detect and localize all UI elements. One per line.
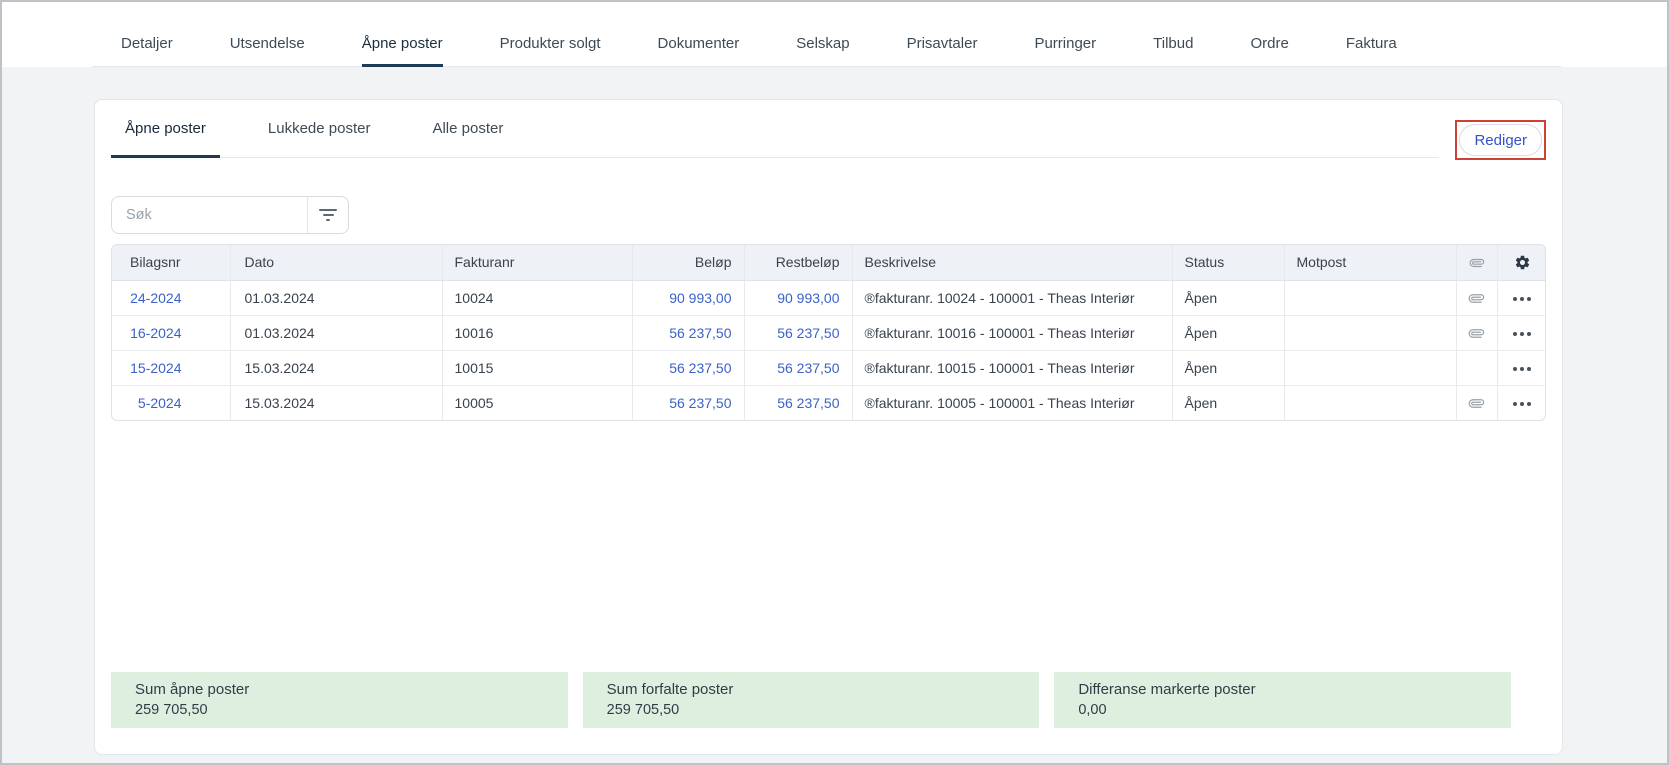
cell-fakturanr: 10016 [441, 314, 632, 350]
paperclip-icon[interactable] [1466, 323, 1487, 344]
table-row: 24-2024 01.03.2024 10024 90 993,00 90 99… [112, 280, 1545, 315]
tab-apne-poster[interactable]: Åpne poster [361, 35, 443, 67]
page-tabs: Detaljer Utsendelse Åpne poster Produkte… [92, 2, 1561, 67]
restbelop-link[interactable]: 56 237,50 [777, 324, 840, 341]
table-header-row: Bilagsnr Dato Fakturanr Beløp Restbeløp … [112, 245, 1545, 281]
cell-status: Åpen [1171, 314, 1284, 350]
tab-selskap[interactable]: Selskap [796, 35, 850, 52]
rediger-button[interactable]: Rediger [1459, 124, 1542, 156]
col-header-bilagsnr: Bilagsnr [112, 245, 230, 281]
summary-value: 259 705,50 [135, 702, 208, 718]
bilagsnr-link[interactable]: 16-2024 [130, 324, 182, 341]
filter-button[interactable] [307, 197, 348, 233]
belop-link[interactable]: 90 993,00 [669, 289, 732, 306]
summary-difference-marked: Differanse markerte poster 0,00 [1054, 672, 1512, 728]
belop-link[interactable]: 56 237,50 [669, 324, 732, 341]
table-row: 15-2024 15.03.2024 10015 56 237,50 56 23… [112, 349, 1545, 385]
row-menu-icon[interactable] [1513, 296, 1532, 301]
cell-fakturanr: 10024 [441, 280, 632, 315]
top-tab-bar: Detaljer Utsendelse Åpne poster Produkte… [2, 2, 1667, 67]
bilagsnr-link[interactable]: 5-2024 [137, 394, 182, 411]
subtab-lukkede-poster[interactable]: Lukkede poster [267, 120, 371, 137]
subtab-row: Åpne poster Lukkede poster Alle poster R… [111, 100, 1546, 160]
summary-value: 0,00 [1078, 702, 1107, 718]
cell-motpost [1283, 384, 1456, 420]
open-items-card: Åpne poster Lukkede poster Alle poster R… [94, 99, 1563, 755]
cell-dato: 15.03.2024 [229, 349, 442, 385]
bilagsnr-link[interactable]: 24-2024 [130, 289, 182, 306]
tab-tilbud[interactable]: Tilbud [1153, 35, 1194, 52]
summary-label: Sum åpne poster [135, 681, 250, 698]
col-header-settings [1496, 245, 1545, 281]
cell-status: Åpen [1171, 349, 1284, 385]
col-header-restbelop: Restbeløp [743, 245, 852, 281]
cell-status: Åpen [1171, 280, 1284, 315]
open-items-table: Bilagsnr Dato Fakturanr Beløp Restbeløp … [111, 244, 1546, 421]
summary-label: Sum forfalte poster [606, 681, 734, 698]
tab-produkter-solgt[interactable]: Produkter solgt [499, 35, 601, 52]
row-menu-icon[interactable] [1513, 331, 1532, 336]
summary-value: 259 705,50 [606, 702, 680, 718]
col-header-status: Status [1171, 245, 1284, 281]
paperclip-icon[interactable] [1466, 393, 1487, 414]
tab-ordre[interactable]: Ordre [1250, 35, 1289, 52]
restbelop-link[interactable]: 56 237,50 [777, 394, 840, 411]
col-header-beskrivelse: Beskrivelse [851, 245, 1172, 281]
col-header-attachment [1455, 245, 1497, 281]
row-menu-icon[interactable] [1513, 366, 1532, 371]
search-input[interactable] [112, 197, 307, 233]
cell-fakturanr: 10005 [441, 384, 632, 420]
cell-motpost [1283, 280, 1456, 315]
cell-attachment-empty [1455, 349, 1497, 385]
search-box [111, 196, 349, 234]
summary-open-items: Sum åpne poster 259 705,50 [111, 672, 568, 728]
belop-link[interactable]: 56 237,50 [669, 394, 732, 411]
summary-label: Differanse markerte poster [1078, 681, 1256, 698]
cell-status: Åpen [1171, 384, 1284, 420]
bilagsnr-link[interactable]: 15-2024 [130, 359, 182, 376]
col-header-dato: Dato [229, 245, 442, 281]
cell-motpost [1283, 349, 1456, 385]
paperclip-icon [1469, 259, 1484, 268]
sub-tabs: Åpne poster Lukkede poster Alle poster [111, 100, 1440, 158]
tab-purringer[interactable]: Purringer [1034, 35, 1097, 52]
main-area: Åpne poster Lukkede poster Alle poster R… [2, 67, 1667, 755]
restbelop-link[interactable]: 56 237,50 [777, 359, 840, 376]
cell-beskrivelse: ®fakturanr. 10015 - 100001 - Theas Inter… [851, 349, 1172, 385]
edit-highlight-box: Rediger [1455, 120, 1546, 160]
tab-dokumenter[interactable]: Dokumenter [657, 35, 740, 52]
table-row: 16-2024 01.03.2024 10016 56 237,50 56 23… [112, 314, 1545, 350]
col-header-fakturanr: Fakturanr [441, 245, 632, 281]
cell-dato: 01.03.2024 [229, 314, 442, 350]
tab-detaljer[interactable]: Detaljer [121, 35, 173, 52]
cell-beskrivelse: ®fakturanr. 10024 - 100001 - Theas Inter… [851, 280, 1172, 315]
cell-fakturanr: 10015 [441, 349, 632, 385]
cell-dato: 01.03.2024 [229, 280, 442, 315]
gear-icon[interactable] [1514, 254, 1531, 271]
tab-faktura[interactable]: Faktura [1345, 35, 1397, 52]
belop-link[interactable]: 56 237,50 [669, 359, 732, 376]
tab-utsendelse[interactable]: Utsendelse [229, 35, 305, 52]
cell-beskrivelse: ®fakturanr. 10005 - 100001 - Theas Inter… [851, 384, 1172, 420]
search-row [111, 196, 1546, 234]
cell-beskrivelse: ®fakturanr. 10016 - 100001 - Theas Inter… [851, 314, 1172, 350]
subtab-alle-poster[interactable]: Alle poster [432, 120, 504, 137]
tab-prisavtaler[interactable]: Prisavtaler [906, 35, 978, 52]
cell-dato: 15.03.2024 [229, 384, 442, 420]
restbelop-link[interactable]: 90 993,00 [777, 289, 840, 306]
col-header-belop: Beløp [631, 245, 744, 281]
subtab-apne-poster[interactable]: Åpne poster [111, 100, 220, 158]
table-row: 5-2024 15.03.2024 10005 56 237,50 56 237… [112, 384, 1545, 420]
col-header-motpost: Motpost [1283, 245, 1456, 281]
filter-icon [319, 209, 337, 221]
summary-bar: Sum åpne poster 259 705,50 Sum forfalte … [111, 672, 1512, 728]
paperclip-icon[interactable] [1466, 288, 1487, 309]
cell-motpost [1283, 314, 1456, 350]
row-menu-icon[interactable] [1513, 402, 1532, 407]
summary-overdue-items: Sum forfalte poster 259 705,50 [582, 672, 1040, 728]
